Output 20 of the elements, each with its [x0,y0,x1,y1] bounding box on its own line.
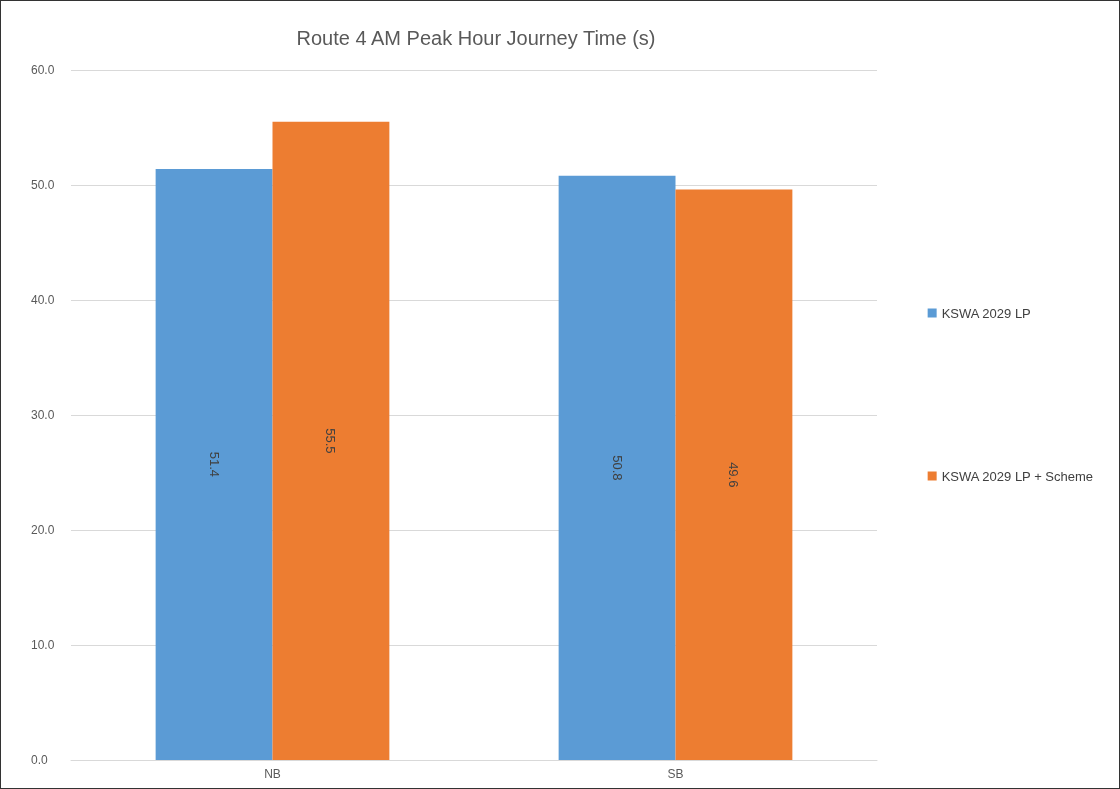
y-tick-label: 0.0 [31,753,49,767]
y-tick-label: 10.0 [31,638,55,652]
x-tick-label: SB [667,767,684,781]
data-label: 50.8 [609,455,625,481]
y-tick-label: 30.0 [31,408,55,422]
data-label: 49.6 [726,462,742,488]
x-tick-label: NB [264,767,281,781]
y-tick-label: 50.0 [31,178,55,192]
legend-label: KSWA 2029 LP + Scheme [941,468,1094,484]
bar [155,168,273,760]
chart-title: Route 4 AM Peak Hour Journey Time (s) [296,27,656,49]
data-label: 51.4 [206,451,222,478]
bar [675,189,793,760]
y-tick-label: 20.0 [31,523,55,537]
y-tick-label: 40.0 [31,293,55,307]
y-tick-label: 60.0 [31,63,55,77]
bar [272,121,390,760]
legend-label: KSWA 2029 LP [941,305,1031,321]
bar [558,175,676,760]
data-label: 55.5 [323,428,339,454]
